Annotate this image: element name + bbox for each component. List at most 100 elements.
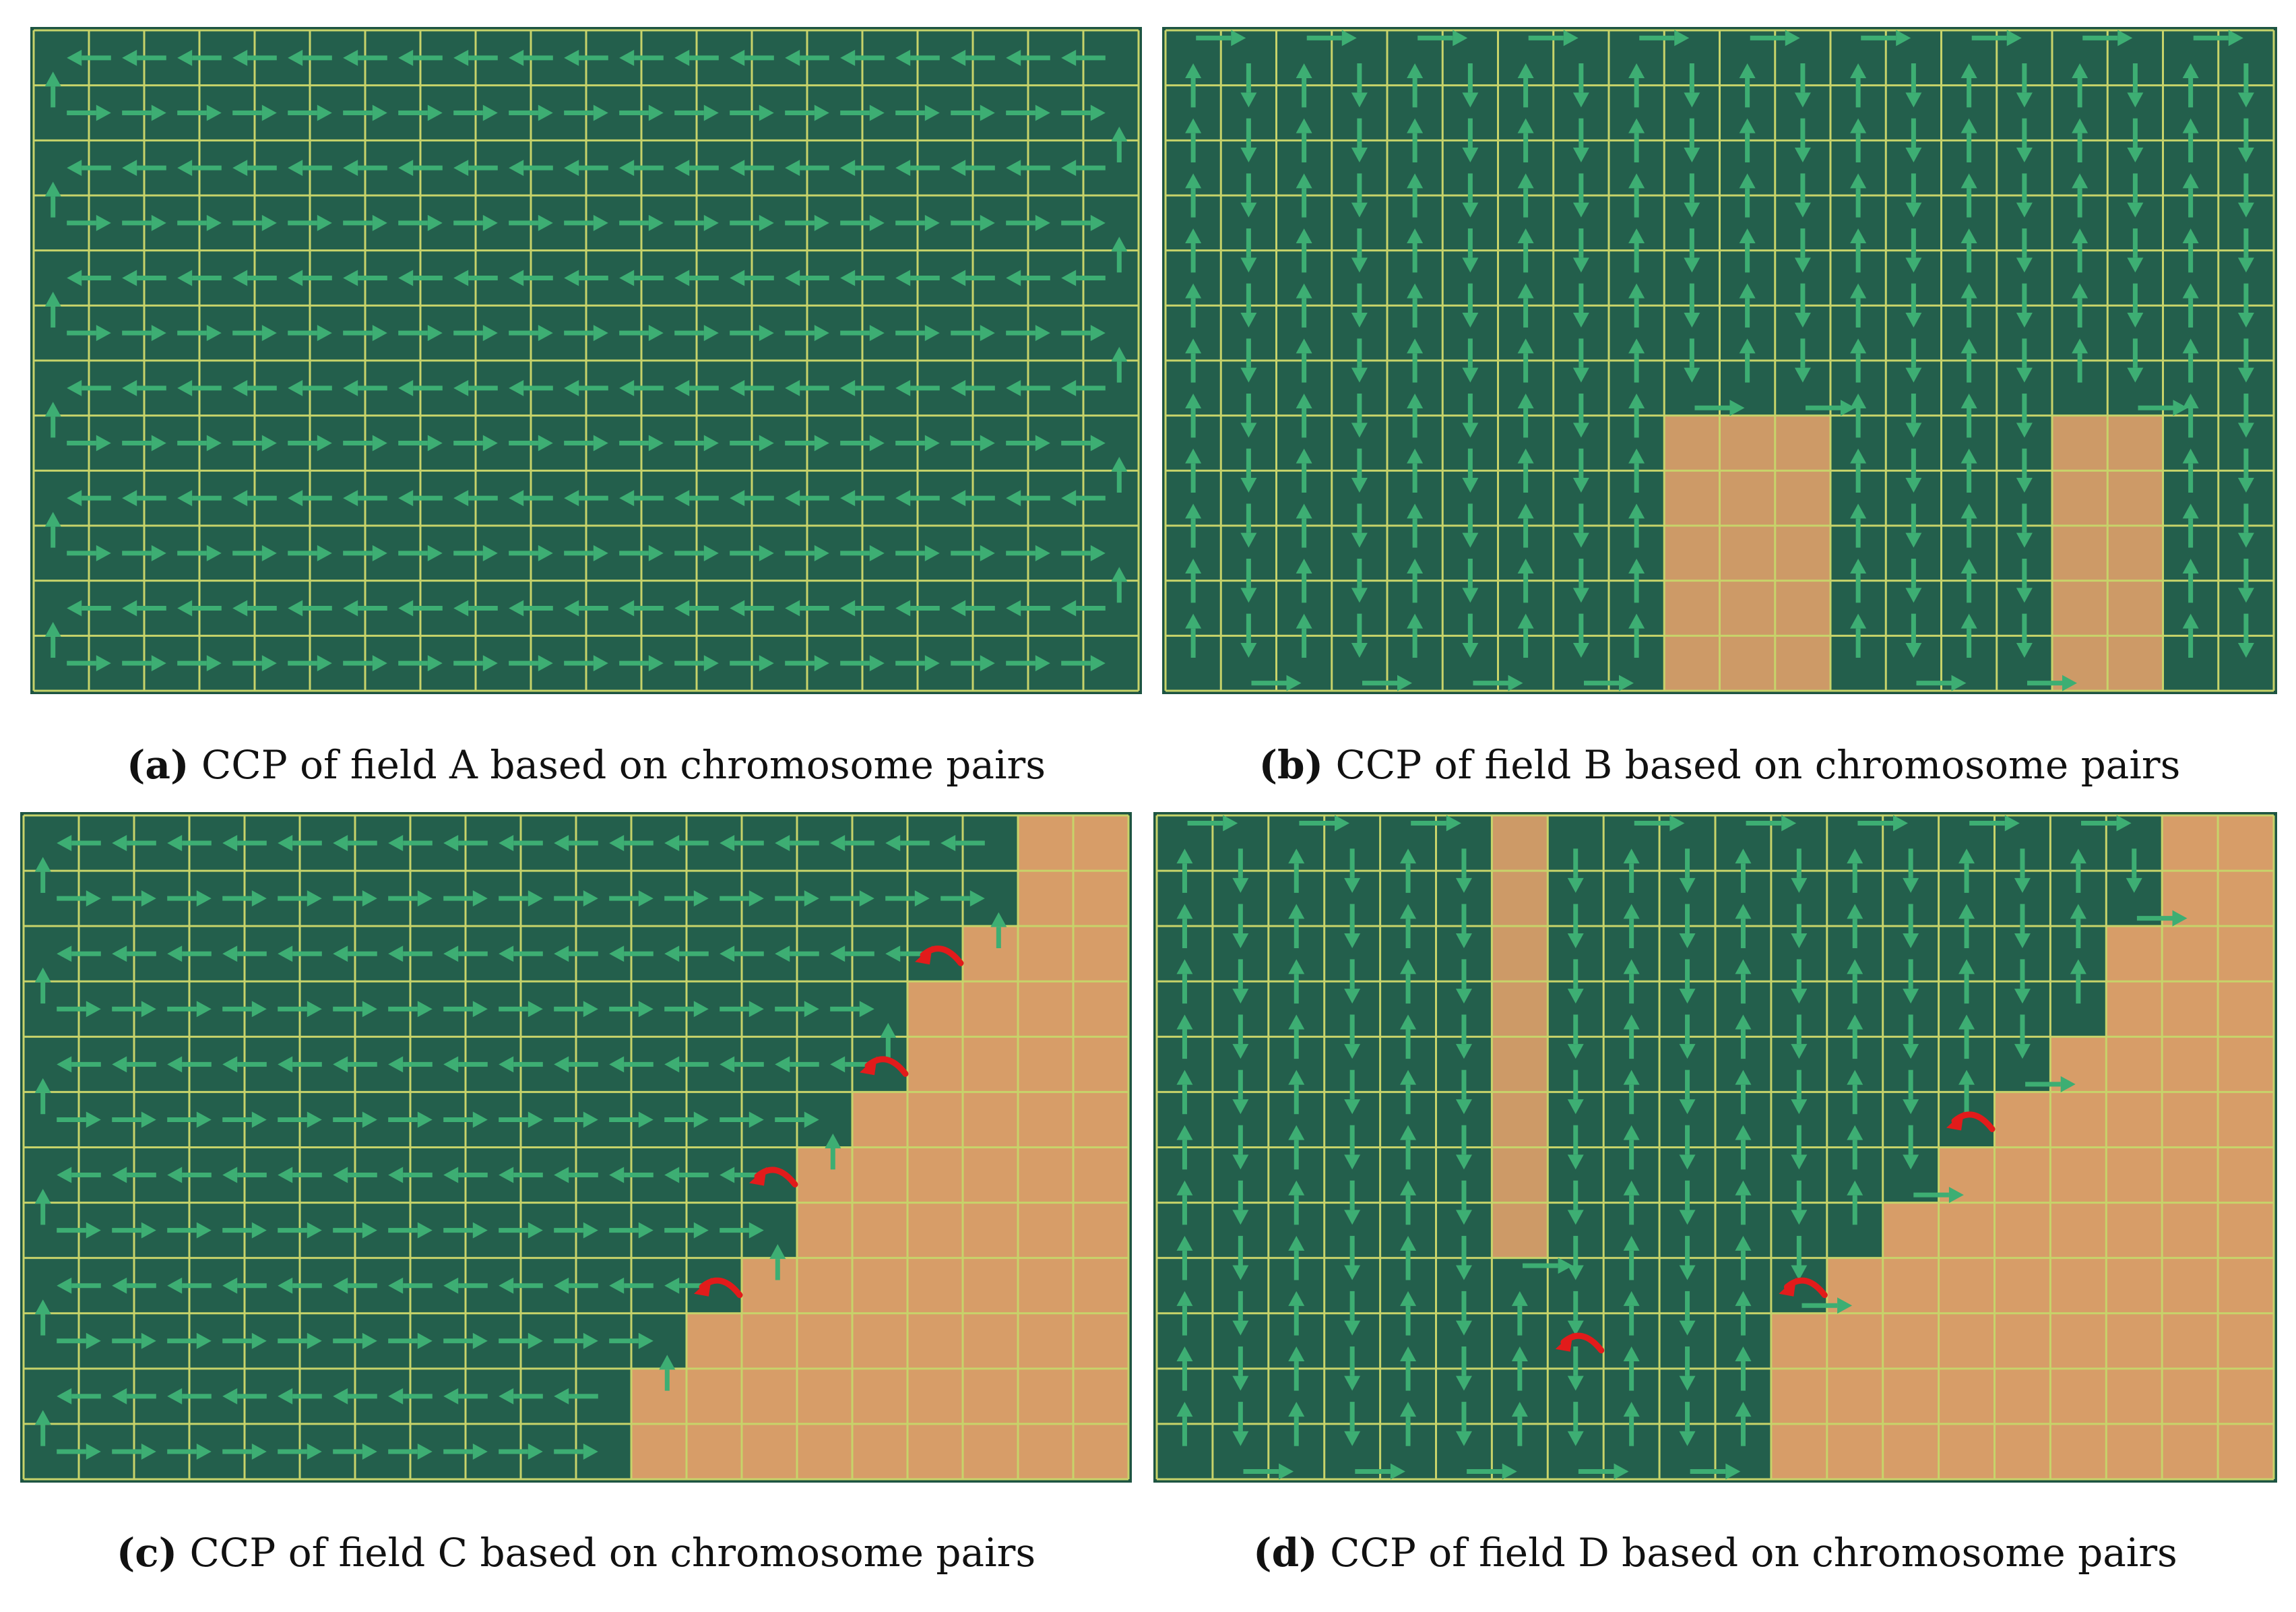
- arrow-icon: [619, 545, 664, 561]
- arrow-icon: [57, 1388, 101, 1404]
- arrow-icon: [840, 325, 885, 342]
- arrow-icon: [1958, 959, 1975, 1004]
- arrow-icon: [1407, 448, 1424, 493]
- arrow-icon: [1288, 1291, 1305, 1336]
- arrow-icon: [1185, 173, 1202, 218]
- arrow-icon: [232, 490, 277, 507]
- arrow-icon: [1232, 1291, 1249, 1336]
- arrow-icon: [1344, 1402, 1361, 1446]
- arrow-icon: [840, 214, 885, 231]
- arrow-icon: [1351, 118, 1368, 162]
- arrow-icon: [1185, 559, 1202, 603]
- arrow-icon: [1567, 1014, 1584, 1059]
- panel-a-label: (a): [126, 742, 189, 788]
- panel-d-caption: (d) CCP of field D based on chromosome p…: [1153, 1533, 2277, 1572]
- arrow-icon: [333, 1111, 377, 1128]
- arrow-icon: [2027, 675, 2078, 691]
- arrow-icon: [840, 655, 885, 672]
- arrow-icon: [554, 1332, 598, 1349]
- arrow-icon: [1567, 904, 1584, 948]
- arrow-icon: [57, 1111, 101, 1128]
- arrow-icon: [1111, 346, 1128, 383]
- arrow-icon: [388, 890, 433, 907]
- arrow-icon: [895, 435, 940, 452]
- arrow-icon: [1847, 904, 1863, 948]
- arrow-icon: [619, 600, 664, 617]
- arrow-icon: [1684, 338, 1700, 383]
- arrow-icon: [1061, 104, 1106, 121]
- arrow-icon: [1739, 63, 1756, 108]
- arrow-icon: [1850, 448, 1867, 493]
- arrow-icon: [288, 160, 332, 177]
- arrow-icon: [1960, 63, 1977, 108]
- arrow-icon: [278, 1001, 322, 1018]
- arrow-icon: [1187, 815, 1238, 832]
- arrow-icon: [388, 946, 433, 962]
- arrow-icon: [44, 71, 61, 108]
- arrow-icon: [1850, 394, 1867, 438]
- arrow-icon: [1061, 379, 1106, 396]
- arrow-icon: [2014, 904, 2031, 948]
- arrow-icon: [674, 490, 719, 507]
- arrow-icon: [1739, 283, 1756, 328]
- arrow-icon: [1407, 394, 1424, 438]
- arrow-icon: [1801, 1297, 1853, 1314]
- arrow-icon: [509, 49, 553, 66]
- arrow-icon: [67, 325, 111, 342]
- arrow-icon: [1232, 1125, 1249, 1170]
- arrow-icon: [1746, 815, 1797, 832]
- curved-arrow-icon: [915, 946, 964, 966]
- arrow-icon: [1344, 1235, 1361, 1280]
- arrow-icon: [278, 1332, 322, 1349]
- arrow-icon: [1407, 283, 1424, 328]
- arrow-icon: [1061, 655, 1106, 672]
- arrow-icon: [951, 490, 995, 507]
- arrow-icon: [122, 104, 166, 121]
- obstacle-region: [963, 926, 1128, 982]
- arrow-icon: [2016, 613, 2033, 658]
- arrow-icon: [1232, 1402, 1249, 1446]
- arrow-icon: [443, 1001, 488, 1018]
- obstacle-region: [1664, 415, 1830, 691]
- arrow-icon: [398, 435, 443, 452]
- arrow-icon: [1462, 448, 1479, 493]
- arrow-icon: [1960, 448, 1977, 493]
- arrow-icon: [1794, 173, 1811, 218]
- panel-b-figure: [1162, 27, 2277, 694]
- arrow-icon: [990, 912, 1007, 948]
- arrow-icon: [509, 655, 553, 672]
- arrow-icon: [499, 1001, 543, 1018]
- arrow-icon: [343, 490, 387, 507]
- arrow-icon: [34, 857, 51, 893]
- arrow-icon: [1794, 63, 1811, 108]
- arrow-icon: [1628, 173, 1645, 218]
- arrow-icon: [1679, 1346, 1696, 1391]
- arrow-icon: [1296, 613, 1312, 658]
- arrow-icon: [619, 655, 664, 672]
- arrow-icon: [343, 545, 387, 561]
- arrow-icon: [57, 1056, 101, 1073]
- arrow-icon: [1679, 1125, 1696, 1170]
- arrow-icon: [44, 291, 61, 328]
- arrow-icon: [720, 890, 764, 907]
- arrow-icon: [1240, 338, 1257, 383]
- arrow-icon: [1232, 848, 1249, 893]
- arrow-icon: [1061, 160, 1106, 177]
- arrow-icon: [730, 655, 774, 672]
- arrow-icon: [343, 104, 387, 121]
- arrow-icon: [1528, 30, 1578, 46]
- arrow-icon: [388, 1111, 433, 1128]
- arrow-icon: [2016, 448, 2033, 493]
- arrow-icon: [1111, 237, 1128, 273]
- arrow-icon: [112, 946, 156, 962]
- arrow-icon: [278, 946, 322, 962]
- arrow-icon: [1455, 1235, 1472, 1280]
- arrow-icon: [1240, 173, 1257, 218]
- arrow-icon: [769, 1244, 786, 1280]
- arrow-icon: [1362, 675, 1413, 691]
- arrow-icon: [840, 104, 885, 121]
- arrow-icon: [1794, 283, 1811, 328]
- arrow-icon: [1185, 63, 1202, 108]
- arrow-icon: [1351, 283, 1368, 328]
- arrow-icon: [1905, 118, 1922, 162]
